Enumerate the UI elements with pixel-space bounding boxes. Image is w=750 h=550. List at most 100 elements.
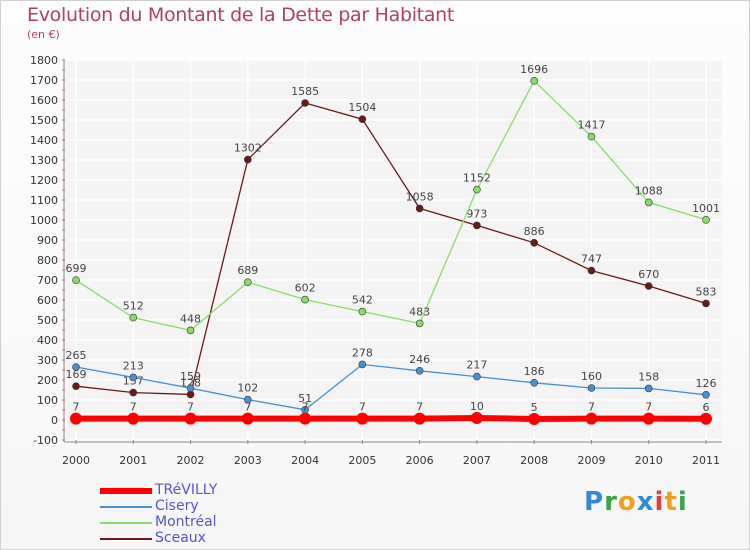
data-label: 1504 xyxy=(348,101,376,114)
data-label: 278 xyxy=(352,346,373,359)
data-label: 169 xyxy=(66,368,87,381)
data-point xyxy=(299,412,312,425)
data-point xyxy=(587,384,596,392)
x-tick-label: 2007 xyxy=(463,454,491,467)
data-point xyxy=(301,295,309,304)
data-point xyxy=(358,115,367,123)
data-point xyxy=(358,307,367,316)
x-tick-label: 2004 xyxy=(291,454,319,467)
series-line-Cisery xyxy=(75,363,707,411)
data-label: 7 xyxy=(588,401,595,414)
y-tick-label: 500 xyxy=(37,314,58,327)
data-label: 7 xyxy=(416,401,423,414)
legend-label: Cisery xyxy=(155,498,199,514)
data-point xyxy=(530,77,538,85)
data-point xyxy=(358,360,367,369)
y-tick-label: 1700 xyxy=(30,74,58,87)
y-tick-label: 700 xyxy=(37,274,58,287)
data-point xyxy=(356,412,369,425)
data-label: 448 xyxy=(180,312,201,325)
data-point xyxy=(702,216,710,224)
data-point xyxy=(301,99,309,107)
data-point xyxy=(585,412,598,425)
data-label: 7 xyxy=(302,401,309,414)
data-label: 213 xyxy=(123,359,144,372)
data-point xyxy=(530,239,538,247)
data-label: 160 xyxy=(581,370,602,383)
data-point xyxy=(587,132,596,141)
data-point xyxy=(129,313,138,322)
data-point xyxy=(473,185,481,194)
legend-swatch xyxy=(100,506,152,508)
legend-swatch xyxy=(100,538,152,540)
data-point xyxy=(127,412,140,425)
y-tick-label: 100 xyxy=(37,394,58,407)
data-label: 158 xyxy=(638,370,659,383)
data-label: 7 xyxy=(130,401,137,414)
legend-swatch xyxy=(100,522,152,524)
data-label: 1696 xyxy=(520,63,548,76)
y-tick-label: 1800 xyxy=(30,54,58,67)
data-label: 126 xyxy=(696,377,717,390)
data-point xyxy=(186,384,195,393)
y-tick-label: 1200 xyxy=(30,174,58,187)
x-tick-label: 2006 xyxy=(406,454,434,467)
data-label: 973 xyxy=(466,207,487,220)
series-line-Sceaux xyxy=(75,102,707,396)
data-label: 5 xyxy=(531,401,538,414)
data-label: 583 xyxy=(696,285,717,298)
series-line-TRéVILLY xyxy=(76,414,707,423)
data-point xyxy=(184,412,197,425)
logo-letter: r xyxy=(604,487,618,517)
data-point xyxy=(702,299,710,308)
logo-letter: x xyxy=(636,487,655,517)
data-point xyxy=(702,390,710,399)
data-label: 265 xyxy=(66,349,87,362)
data-label: 1585 xyxy=(291,85,319,98)
data-point xyxy=(415,366,424,375)
data-label: 1302 xyxy=(234,142,262,155)
logo-letter: i xyxy=(654,487,665,517)
y-tick-label: 600 xyxy=(37,294,58,307)
data-label: 7 xyxy=(359,401,366,414)
x-tick-label: 2011 xyxy=(692,454,720,467)
data-point xyxy=(72,276,80,285)
logo-letter: o xyxy=(617,487,637,517)
data-label: 1417 xyxy=(577,119,605,132)
data-label: 246 xyxy=(409,353,430,366)
data-label: 7 xyxy=(244,401,251,414)
x-tick-label: 2008 xyxy=(520,454,548,467)
chart-title: Evolution du Montant de la Dette par Hab… xyxy=(27,4,455,26)
data-point xyxy=(470,412,483,424)
chart-subtitle: (en €) xyxy=(27,28,60,41)
data-label: 217 xyxy=(466,359,487,372)
data-point xyxy=(644,198,653,207)
legend-label: Montréal xyxy=(155,514,217,530)
y-tick-label: 1100 xyxy=(30,194,58,207)
y-tick-label: 1300 xyxy=(30,154,58,167)
data-point xyxy=(700,412,712,425)
data-point xyxy=(72,363,80,371)
x-tick-label: 2001 xyxy=(119,454,147,467)
y-tick-label: -100 xyxy=(33,434,58,447)
x-tick-label: 2003 xyxy=(234,454,262,467)
data-label: 186 xyxy=(524,365,545,378)
data-label: 670 xyxy=(638,268,659,281)
y-tick-label: 1500 xyxy=(30,114,58,127)
data-label: 512 xyxy=(123,300,144,313)
data-label: 542 xyxy=(352,294,373,307)
x-tick-label: 2005 xyxy=(348,454,376,467)
y-tick-label: 1000 xyxy=(30,214,58,227)
data-point xyxy=(473,221,481,230)
data-label: 689 xyxy=(237,264,258,277)
data-point xyxy=(72,382,80,391)
data-point xyxy=(415,319,424,328)
legend-label: TRéVILLY xyxy=(155,482,218,498)
data-point xyxy=(129,373,138,382)
x-tick-label: 2010 xyxy=(635,454,663,467)
data-label: 1058 xyxy=(406,190,434,203)
x-tick-label: 2002 xyxy=(177,454,205,467)
data-label: 159 xyxy=(180,370,201,383)
series-line-Montréal xyxy=(75,79,707,332)
